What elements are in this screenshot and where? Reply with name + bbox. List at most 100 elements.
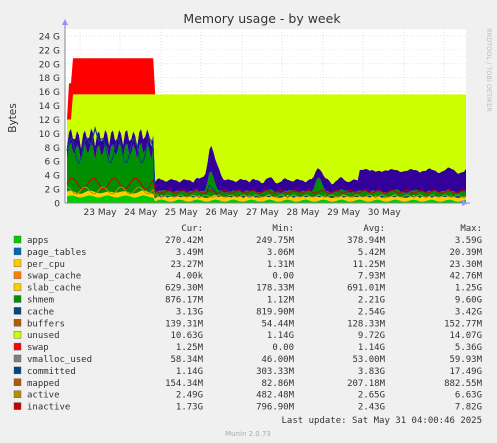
y-tick-label: 6 G	[44, 158, 60, 168]
legend-cur: 1.73G	[176, 403, 203, 413]
legend-max: 9.60G	[455, 296, 482, 306]
legend-swatch-per-cpu	[13, 259, 22, 267]
legend-min: 249.75M	[256, 236, 295, 246]
legend-max: 59.93M	[449, 355, 482, 365]
legend-cur: 3.13G	[176, 307, 203, 317]
y-tick-label: 4 G	[44, 172, 60, 182]
legend-cur: 1.25M	[176, 343, 204, 353]
legend-avg: 11.25M	[352, 260, 385, 270]
legend-label: slab_cache	[27, 284, 81, 294]
legend-cur: 10.63G	[170, 331, 203, 341]
legend-label: active	[27, 391, 60, 401]
last-update: Last update: Sat May 31 04:00:46 2025	[282, 416, 482, 426]
legend-swatch-apps	[13, 235, 22, 244]
legend-max: 882.55M	[444, 379, 483, 389]
active-line	[66, 186, 467, 198]
legend-max: 42.76M	[449, 272, 482, 282]
legend-min: 1.31M	[267, 260, 295, 270]
legend-header-cur: Cur:	[181, 224, 203, 234]
legend-max: 20.39M	[449, 248, 482, 258]
legend-cur: 154.34M	[165, 379, 204, 389]
legend-avg: 207.18M	[347, 379, 386, 389]
legend-label: cache	[27, 307, 54, 317]
y-tick-labels: 0 2 G 4 G 6 G 8 G 10 G 12 G 14 G 16 G 18 G 20 G 22 …	[39, 32, 61, 209]
x-tick-label: 23 May	[84, 208, 118, 218]
apps-area	[67, 195, 466, 203]
y-axis-label: Bytes	[7, 103, 19, 132]
legend-min: 1.12M	[267, 296, 295, 306]
legend-avg: 691.01M	[347, 284, 386, 294]
legend-label: buffers	[27, 319, 65, 329]
legend-swatch-inactive	[13, 402, 22, 410]
legend-swatch-committed	[13, 366, 22, 375]
legend-label: per_cpu	[27, 260, 65, 270]
legend-header-avg: Avg:	[363, 224, 385, 234]
x-tick-label: 24 May	[124, 208, 158, 218]
legend-min: 178.33M	[256, 284, 295, 294]
legend-max: 3.42G	[455, 307, 482, 317]
legend-avg: 378.94M	[347, 236, 386, 246]
legend-cur: 629.30M	[165, 284, 204, 294]
y-tick-label: 2 G	[44, 186, 60, 196]
legend-avg: 2.21G	[358, 296, 385, 306]
x-tick-label: 29 May	[327, 208, 361, 218]
y-tick-label: 20 G	[39, 60, 60, 70]
y-tick-label: 18 G	[39, 74, 60, 84]
legend-cur: 139.31M	[165, 319, 204, 329]
legend-min: 0.00	[272, 343, 294, 353]
x-tick-label: 28 May	[287, 208, 321, 218]
x-tick-labels: 23 May 24 May 25 May 26 May 27 May 28 May 29 M…	[84, 208, 402, 218]
legend-avg: 9.72G	[358, 331, 385, 341]
legend-min: 0.00	[272, 272, 294, 282]
legend-min: 1.14G	[267, 331, 294, 341]
legend-swatch-slab-cache	[13, 283, 22, 291]
legend-max: 5.36G	[455, 343, 482, 353]
legend-swatch-mapped	[13, 378, 22, 386]
legend-max: 6.63G	[455, 391, 482, 401]
legend-header-max: Max:	[460, 224, 482, 234]
legend-avg: 5.42M	[358, 248, 386, 258]
data-areas	[66, 58, 467, 203]
legend-avg: 53.00M	[352, 355, 385, 365]
x-tick-label: 30 May	[368, 208, 402, 218]
legend-avg: 2.43G	[358, 403, 385, 413]
munin-version: Munin 2.0.73	[225, 430, 271, 438]
legend-label: swap	[27, 343, 49, 353]
legend-max: 17.49G	[449, 367, 482, 377]
y-tick-label: 12 G	[39, 116, 60, 126]
legend-swatch-shmem	[13, 295, 22, 303]
legend-cur: 270.42M	[165, 236, 204, 246]
legend-swatch-cache	[13, 307, 22, 315]
legend-swatch-active	[13, 390, 22, 398]
legend-cur: 3.49M	[176, 248, 204, 258]
legend-cur: 2.49G	[176, 391, 203, 401]
legend-max: 152.77M	[444, 319, 483, 329]
y-tick-label: 8 G	[44, 144, 60, 154]
legend-avg: 3.83G	[358, 367, 385, 377]
axes	[62, 19, 470, 206]
legend-label: committed	[27, 367, 76, 377]
legend-max: 1.25G	[455, 284, 482, 294]
legend-max: 3.59G	[455, 236, 482, 246]
legend-min: 303.33M	[256, 367, 295, 377]
legend-min: 796.90M	[256, 403, 295, 413]
y-tick-label: 24 G	[39, 32, 60, 42]
legend-min: 3.06M	[267, 248, 295, 258]
y-tick-label: 10 G	[39, 130, 60, 140]
y-tick-label: 16 G	[39, 88, 60, 98]
legend-label: unused	[27, 331, 60, 341]
legend-min: 46.00M	[261, 355, 294, 365]
legend-swatch-page-tables	[13, 247, 22, 256]
legend-avg: 128.33M	[347, 319, 386, 329]
legend-min: 819.90M	[256, 307, 295, 317]
legend-cur: 23.27M	[170, 260, 203, 270]
legend-cur: 1.14G	[176, 367, 203, 377]
legend-label: swap_cache	[27, 272, 81, 282]
y-tick-label: 0	[54, 200, 60, 210]
legend-label: mapped	[27, 379, 60, 389]
legend-cur: 58.34M	[170, 355, 203, 365]
legend-label: inactive	[27, 403, 70, 413]
x-tick-label: 27 May	[246, 208, 280, 218]
y-tick-label: 22 G	[39, 46, 60, 56]
x-tick-label: 25 May	[165, 208, 199, 218]
